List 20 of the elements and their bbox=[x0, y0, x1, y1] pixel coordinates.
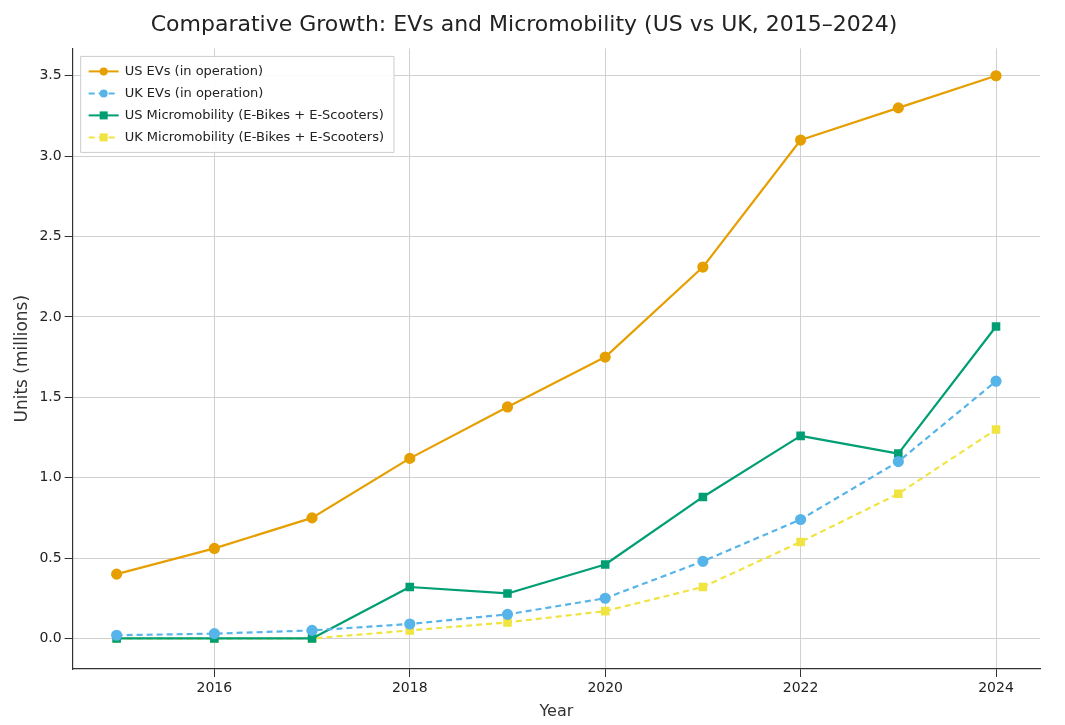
x-tick-label: 2024 bbox=[978, 679, 1014, 696]
y-axis-title: Units (millions) bbox=[10, 294, 31, 423]
legend-label: UK Micromobility (E-Bikes + E-Scooters) bbox=[124, 128, 384, 144]
legend-label: UK EVs (in operation) bbox=[124, 84, 264, 100]
legend-label: US Micromobility (E-Bikes + E-Scooters) bbox=[124, 106, 384, 122]
x-tick-label: 2016 bbox=[196, 679, 233, 696]
y-tick-label: 3.5 bbox=[39, 66, 62, 83]
y-tick-label: 1.5 bbox=[39, 387, 62, 404]
legend-label: US EVs (in operation) bbox=[124, 62, 264, 78]
x-tick-label: 2022 bbox=[782, 679, 819, 696]
y-tick-label: 0.5 bbox=[39, 548, 62, 565]
y-tick-label: 2.5 bbox=[39, 227, 62, 244]
x-axis-title: Year bbox=[538, 700, 574, 720]
chart-title: Comparative Growth: EVs and Micromobility (US vs UK, 2015–2024) bbox=[150, 10, 898, 36]
y-tick-label: 1.0 bbox=[39, 468, 62, 485]
y-tick-label: 2.0 bbox=[39, 307, 62, 324]
x-tick-label: 2020 bbox=[587, 679, 624, 696]
y-tick-label: 0.0 bbox=[39, 629, 62, 646]
x-tick-label: 2018 bbox=[391, 679, 428, 696]
y-tick-label: 3.0 bbox=[39, 146, 62, 163]
